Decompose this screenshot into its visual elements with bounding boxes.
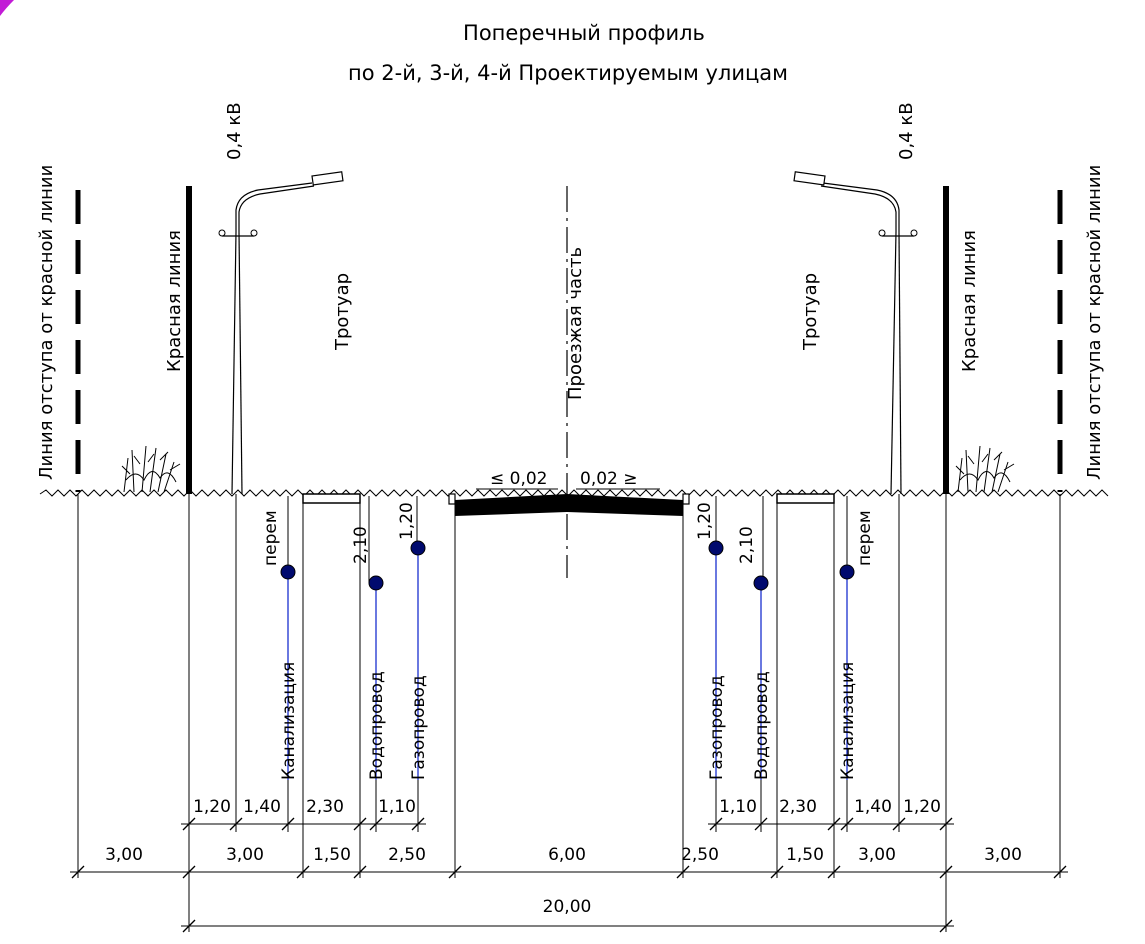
dimension-total: 20,00 [181,897,954,933]
slope-left: ≤ 0,02 [476,469,558,490]
dimension-label: 3,00 [226,845,264,865]
dimension-tick [296,865,310,879]
dimension-total-label: 20,00 [543,897,592,917]
dimension-row-1: 1,20 1,40 2,30 1,10 1,10 2,30 1,40 1,20 [181,797,954,831]
dimension-label: 2,50 [681,845,719,865]
dimension-tick [939,919,953,933]
setback-label-right: Линия отступа от красной линии [1084,165,1105,480]
sidewalk-slab-left [302,493,361,504]
slope-label-right: 0,02 ≥ [580,469,638,489]
dimension-label: 2,30 [306,797,344,817]
dimension-tick [827,817,841,831]
dimension-tick [892,817,906,831]
dimension-tick [353,865,367,879]
sidewalk-label-left: Тротуар [332,273,353,351]
utility-name: Водопровод [367,671,387,780]
dimension-label: 3,00 [858,845,896,865]
utility-depth: 1,20 [397,502,417,540]
dimension-tick [1053,865,1067,879]
dimension-tick [411,817,425,831]
slope-right: 0,02 ≥ [576,469,660,490]
dimension-tick [369,817,383,831]
dimension-tick [448,865,462,879]
sidewalk-label-right: Тротуар [800,273,821,351]
dimension-label: 1,40 [243,797,281,817]
utility-guides [287,496,848,583]
curb-left [448,493,456,505]
utility-depth: 2,10 [737,526,757,564]
dimension-tick [182,865,196,879]
dimension-tick [281,817,295,831]
utility-depth: 2,10 [351,526,371,564]
shrub-left-icon [121,445,181,493]
slope-label-left: ≤ 0,02 [490,469,548,489]
dimension-tick [770,865,784,879]
street-light-right [793,171,918,495]
dimension-label: 1,40 [854,797,892,817]
dimension-row-2: 3,00 3,00 1,50 2,50 6,00 2,50 1,50 3,00 3,00 [70,845,1068,879]
dimension-tick [827,865,841,879]
utility-name: Водопровод [752,671,772,780]
utility-gas-right: Газопровод 1,20 [695,502,727,780]
pipe-dot [753,575,769,591]
utility-name: Газопровод [409,675,429,780]
dimension-label: 1,20 [903,797,941,817]
corner-accent [0,0,14,16]
roadway-label: Проезжая часть [565,247,586,400]
title-line-1: Поперечный профиль [463,21,705,45]
utility-water-left: Водопровод 2,10 [351,526,387,780]
dimension-label: 1,10 [378,797,416,817]
utility-name: Газопровод [707,675,727,780]
dimension-tick [840,817,854,831]
pipe-dot [410,540,426,556]
utility-depth: 1,20 [695,502,715,540]
dimension-tick [676,865,690,879]
shrub-right-icon [955,445,1015,493]
dimension-label: 6,00 [548,845,586,865]
dimension-label: 1,10 [719,797,757,817]
dimension-label: 2,50 [388,845,426,865]
dimension-tick [353,817,367,831]
utility-water-right: Водопровод 2,10 [737,526,772,780]
dimension-label: 3,00 [984,845,1022,865]
dimension-tick [229,817,243,831]
dimension-tick [709,817,723,831]
dimension-tick [939,817,953,831]
dimension-tick [182,919,196,933]
street-light-left [218,171,344,495]
dimension-tick [71,865,85,879]
red-line-label-left: Красная линия [164,230,185,372]
utility-gas-left: Газопровод 1,20 [397,502,429,780]
dimension-label: 2,30 [779,797,817,817]
sidewalk-slab-right [776,493,835,504]
curb-right [682,493,690,505]
dimension-tick [754,817,768,831]
utility-name: Канализация [838,662,858,780]
dimension-tick [939,865,953,879]
dimension-label: 3,00 [105,845,143,865]
ground-line [39,489,1109,497]
pipe-dot [708,540,724,556]
utility-name: Канализация [279,662,299,780]
title-line-2: по 2-й, 3-й, 4-й Проектируемым улицам [348,61,788,85]
extension-lines [77,494,1061,932]
dimension-label: 1,20 [193,797,231,817]
dimension-tick [182,817,196,831]
utility-sewer-left: Канализация перем [261,510,299,780]
voltage-label-left: 0,4 кВ [224,102,245,160]
roadway-pavement [455,494,683,516]
setback-label-left: Линия отступа от красной линии [36,165,57,480]
pipe-dot [280,564,296,580]
dimension-label: 1,50 [786,845,824,865]
pipe-dot [368,575,384,591]
utility-depth: перем [261,510,281,566]
dimension-label: 1,50 [313,845,351,865]
voltage-label-right: 0,4 кВ [896,102,917,160]
utility-depth: перем [855,510,875,566]
utility-sewer-right: Канализация перем [838,510,875,780]
red-line-label-right: Красная линия [959,230,980,372]
pipe-dot [839,564,855,580]
